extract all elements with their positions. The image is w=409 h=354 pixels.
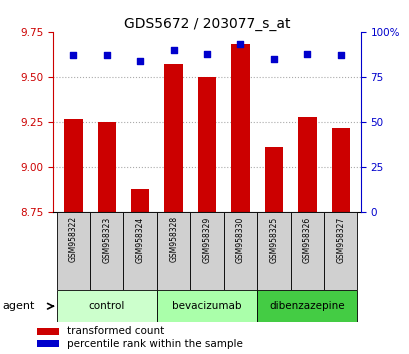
Point	[337, 52, 343, 58]
Bar	[223, 212, 256, 290]
Bar	[256, 290, 357, 322]
Text: percentile rank within the sample: percentile rank within the sample	[67, 339, 242, 349]
Text: GSM958326: GSM958326	[302, 216, 311, 263]
Bar	[157, 212, 190, 290]
Bar	[264, 147, 282, 212]
Text: transformed count: transformed count	[67, 326, 164, 336]
Point	[203, 51, 210, 56]
Bar	[198, 77, 216, 212]
Text: control: control	[88, 301, 125, 311]
Point	[170, 47, 176, 53]
Text: GSM958324: GSM958324	[135, 216, 144, 263]
Text: GSM958322: GSM958322	[69, 216, 78, 262]
Bar	[164, 64, 182, 212]
Text: GSM958323: GSM958323	[102, 216, 111, 263]
Point	[270, 56, 276, 62]
Point	[303, 51, 310, 56]
Bar	[56, 290, 157, 322]
Bar	[64, 119, 82, 212]
Text: agent: agent	[2, 301, 34, 311]
Bar	[331, 127, 349, 212]
Text: GSM958329: GSM958329	[202, 216, 211, 263]
Point	[103, 52, 110, 58]
Bar	[157, 290, 256, 322]
Point	[237, 42, 243, 47]
Bar	[290, 212, 323, 290]
Bar	[36, 340, 59, 347]
Bar	[90, 212, 123, 290]
Text: GSM958327: GSM958327	[335, 216, 344, 263]
Point	[137, 58, 143, 64]
Bar	[97, 122, 116, 212]
Title: GDS5672 / 203077_s_at: GDS5672 / 203077_s_at	[124, 17, 290, 31]
Text: dibenzazepine: dibenzazepine	[269, 301, 344, 311]
Bar	[231, 45, 249, 212]
Bar	[256, 212, 290, 290]
Bar	[190, 212, 223, 290]
Bar	[123, 212, 157, 290]
Text: GSM958328: GSM958328	[169, 216, 178, 262]
Point	[70, 52, 76, 58]
Bar	[131, 189, 149, 212]
Bar	[56, 212, 90, 290]
Bar	[323, 212, 357, 290]
Bar	[297, 117, 316, 212]
Text: GSM958325: GSM958325	[269, 216, 278, 263]
Bar	[36, 328, 59, 335]
Text: bevacizumab: bevacizumab	[172, 301, 241, 311]
Text: GSM958330: GSM958330	[236, 216, 244, 263]
